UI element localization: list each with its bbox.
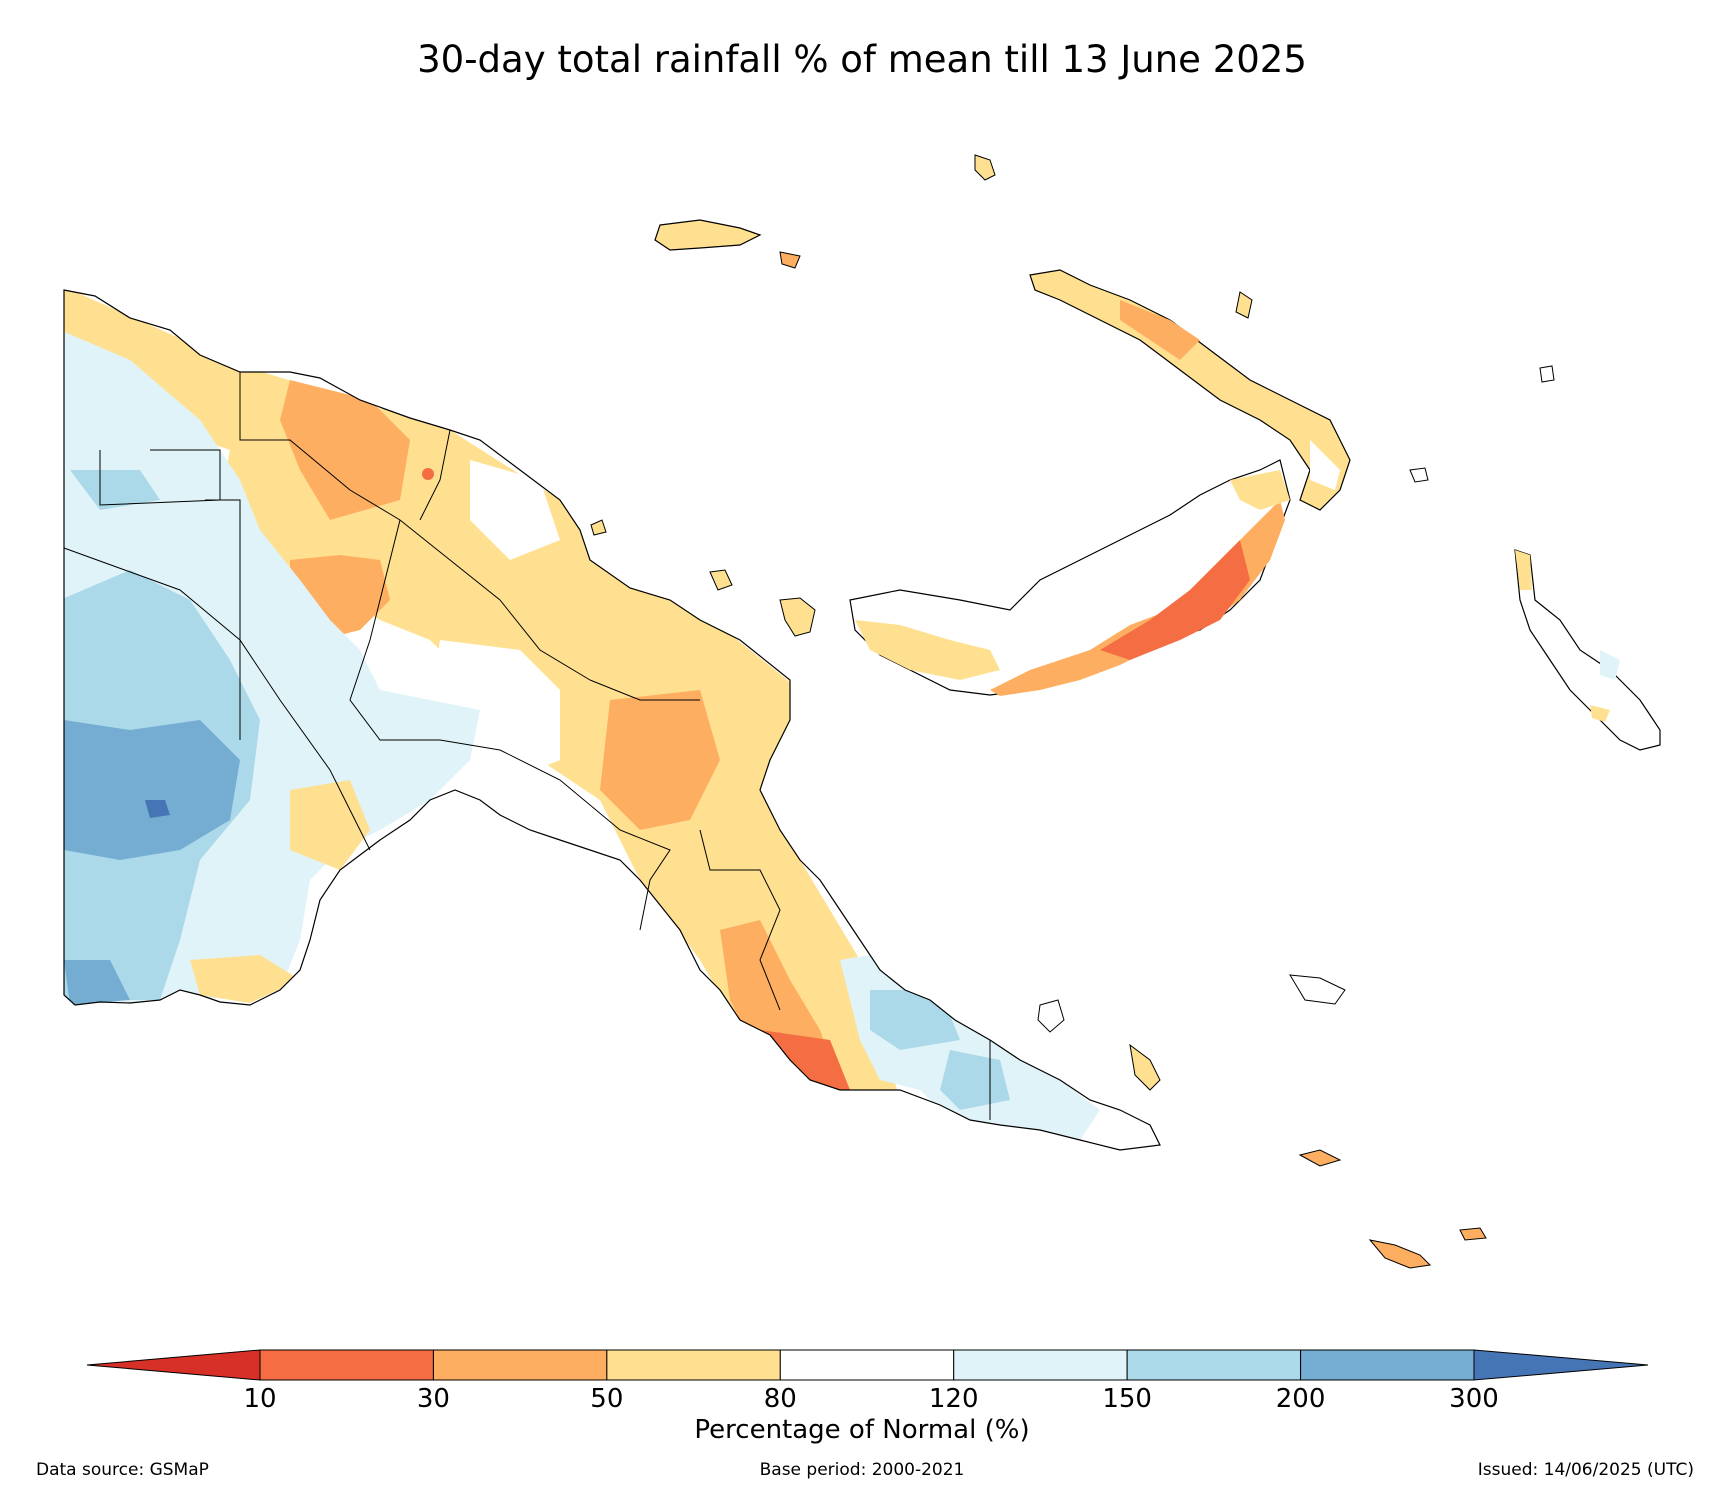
colorbar-tick-label: 300: [1449, 1384, 1499, 1414]
colorbar-tick-label: 80: [763, 1384, 797, 1414]
colorbar-tick-label: 120: [928, 1384, 979, 1414]
manus-island: [654, 219, 762, 251]
map-title: 30-day total rainfall % of mean till 13 …: [417, 38, 1307, 81]
colorbar-extend-low: [86, 1349, 261, 1381]
data-source: Data source: GSMaP: [36, 1460, 209, 1480]
colorbar-segment: [1126, 1349, 1302, 1381]
new-ireland: [1029, 269, 1351, 511]
colorbar-label: Percentage of Normal (%): [694, 1415, 1030, 1445]
base-period: Base period: 2000-2021: [759, 1460, 965, 1480]
colorbar-segment: [259, 1349, 434, 1381]
colorbar-tick-label: 200: [1275, 1384, 1326, 1414]
colorbar-segment: [606, 1349, 781, 1381]
colorbar-extend-high: [1473, 1349, 1649, 1381]
colorbar-segment: [779, 1349, 955, 1381]
small-islands: [590, 154, 1253, 1091]
colorbar-tick-label: 30: [416, 1384, 450, 1414]
colorbar-tick-label: 150: [1102, 1384, 1152, 1414]
rainfall-map: [63, 154, 1661, 1269]
province-boundaries: [63, 372, 991, 1120]
colorbar-segment: [1300, 1349, 1475, 1381]
colorbar-tick-label: 50: [590, 1384, 624, 1414]
bougainville: [1514, 549, 1661, 751]
colorbar-segment: [953, 1349, 1128, 1381]
colorbar-segment: [432, 1349, 608, 1381]
colorbar-tick-label: 10: [243, 1384, 277, 1414]
new-britain: [849, 459, 1291, 696]
issued-date: Issued: 14/06/2025 (UTC): [1477, 1460, 1694, 1480]
